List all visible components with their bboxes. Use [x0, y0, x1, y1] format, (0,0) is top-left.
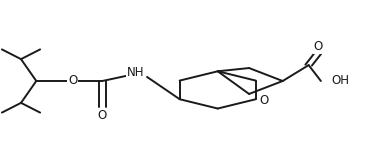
Text: O: O — [68, 75, 77, 87]
Text: O: O — [259, 94, 269, 107]
Text: O: O — [98, 109, 107, 122]
Text: OH: OH — [332, 75, 350, 87]
Text: NH: NH — [127, 66, 144, 79]
Text: O: O — [314, 40, 323, 53]
